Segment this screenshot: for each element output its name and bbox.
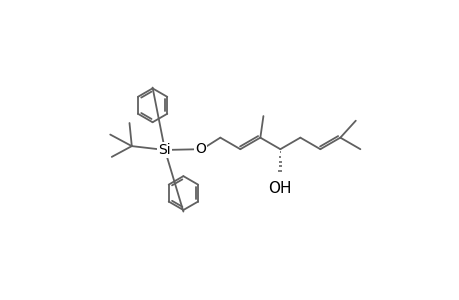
Text: OH: OH bbox=[268, 181, 291, 196]
Text: O: O bbox=[195, 142, 205, 156]
Text: Si: Si bbox=[158, 143, 171, 157]
